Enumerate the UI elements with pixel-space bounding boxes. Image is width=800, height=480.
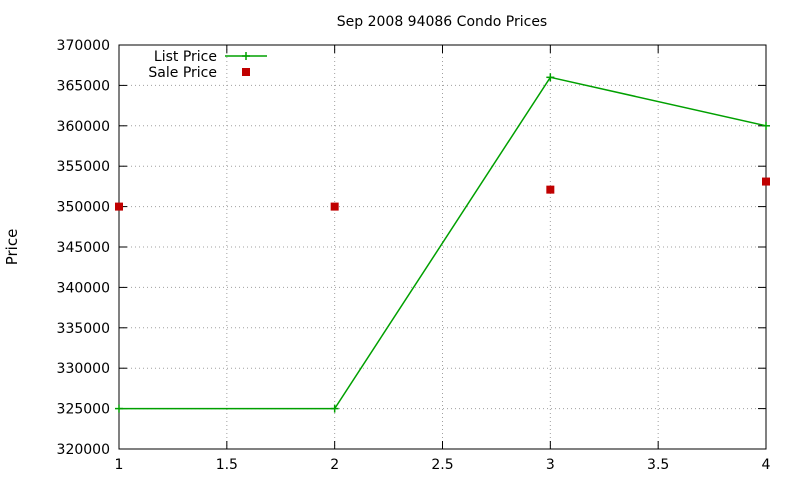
grid-lines <box>119 45 766 449</box>
x-tick-label: 1 <box>115 457 124 473</box>
list-price-point <box>115 404 123 413</box>
x-tick-label: 2.5 <box>431 457 453 473</box>
chart-title: Sep 2008 94086 Condo Prices <box>337 14 547 30</box>
y-tick-label: 345000 <box>57 240 110 256</box>
y-tick-label: 340000 <box>57 280 110 296</box>
y-tick-label: 320000 <box>57 442 110 458</box>
x-tick-label: 4 <box>762 457 771 473</box>
y-tick-label: 335000 <box>57 321 110 337</box>
list-price-point <box>330 404 339 413</box>
y-tick-label: 330000 <box>57 361 110 377</box>
x-tick-label: 1.5 <box>216 457 238 473</box>
axis-ticks <box>118 44 767 450</box>
legend-marker-sale-price <box>242 68 250 76</box>
tick-labels: 1 1.5 2 2.5 3 3.5 4 320000 325000 330000 335000 340… <box>57 38 771 473</box>
series-layer <box>115 73 770 413</box>
list-price-point <box>546 73 555 82</box>
sale-price-point <box>762 177 770 186</box>
y-tick-label: 360000 <box>57 119 110 135</box>
y-tick-label: 370000 <box>57 38 110 54</box>
legend-label-list-price: List Price <box>154 49 217 65</box>
y-axis-label: Price <box>3 229 21 266</box>
sale-price-point <box>115 202 123 211</box>
y-tick-label: 355000 <box>57 159 110 175</box>
y-tick-label: 325000 <box>57 402 110 418</box>
x-tick-label: 2 <box>330 457 339 473</box>
x-tick-label: 3 <box>546 457 555 473</box>
sale-price-point <box>546 185 555 194</box>
sale-price-point <box>330 202 339 211</box>
list-price-point <box>762 121 770 130</box>
legend-marker-list-price <box>242 52 250 60</box>
y-tick-label: 365000 <box>57 78 110 94</box>
x-tick-label: 3.5 <box>647 457 669 473</box>
legend-label-sale-price: Sale Price <box>148 65 217 81</box>
y-tick-label: 350000 <box>57 200 110 216</box>
list-price-line <box>119 76 767 410</box>
